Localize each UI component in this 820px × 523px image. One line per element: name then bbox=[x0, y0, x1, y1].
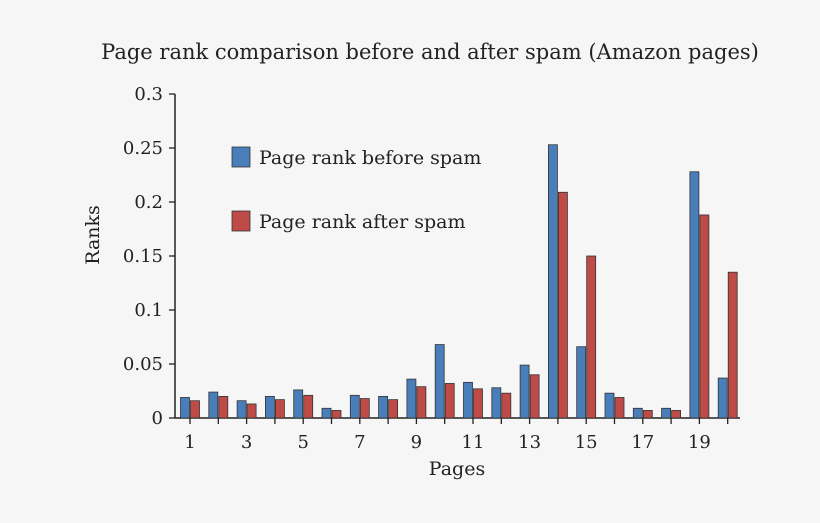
bar-before-spam bbox=[717, 377, 728, 419]
bar-after-spam bbox=[416, 386, 427, 419]
x-tick-label: 15 bbox=[575, 432, 598, 453]
bar-before-spam bbox=[548, 144, 558, 419]
x-tick-label: 1 bbox=[184, 432, 195, 453]
bar-after-spam bbox=[246, 403, 257, 419]
y-tick-label: 0.15 bbox=[123, 246, 163, 267]
bar-after-spam bbox=[331, 410, 342, 419]
bar-before-spam bbox=[293, 389, 304, 419]
bar-after-spam bbox=[529, 374, 540, 419]
bar-before-spam bbox=[349, 394, 360, 419]
bar-after-spam bbox=[614, 397, 625, 419]
x-tick-label: 7 bbox=[354, 432, 365, 453]
y-tick-label: 0.1 bbox=[134, 300, 163, 321]
bar-before-spam bbox=[519, 364, 530, 419]
bar-after-spam bbox=[444, 383, 455, 419]
bar-after-spam bbox=[699, 214, 710, 419]
bar-after-spam bbox=[190, 400, 200, 419]
bar-after-spam bbox=[642, 410, 653, 419]
x-tick-label: 3 bbox=[241, 432, 252, 453]
x-tick-label: 9 bbox=[411, 432, 422, 453]
bar-before-spam bbox=[632, 407, 643, 419]
bar-after-spam bbox=[359, 398, 370, 419]
x-axis-title: Pages bbox=[429, 458, 485, 480]
bar-before-spam bbox=[264, 395, 275, 419]
bar-after-spam bbox=[218, 395, 229, 419]
legend-label: Page rank before spam bbox=[259, 147, 481, 169]
x-tick-label: 13 bbox=[518, 432, 541, 453]
y-tick-label: 0.3 bbox=[134, 84, 163, 105]
x-tick-label: 19 bbox=[688, 432, 711, 453]
legend-label: Page rank after spam bbox=[259, 211, 466, 233]
x-tick-label: 5 bbox=[297, 432, 308, 453]
bar-after-spam bbox=[501, 392, 512, 419]
bar-before-spam bbox=[434, 344, 445, 419]
bar-after-spam bbox=[473, 388, 483, 419]
bar-after-spam bbox=[388, 399, 399, 419]
legend-swatch bbox=[231, 210, 251, 232]
bar-after-spam bbox=[671, 410, 681, 419]
y-tick-label: 0.05 bbox=[123, 354, 163, 375]
y-axis-title: Ranks bbox=[82, 205, 104, 265]
x-tick-label: 17 bbox=[631, 432, 654, 453]
bar-after-spam bbox=[586, 255, 597, 419]
bar-after-spam bbox=[303, 394, 314, 419]
bar-after-spam bbox=[558, 191, 568, 419]
bar-before-spam bbox=[378, 395, 389, 419]
bar-before-spam bbox=[604, 392, 615, 419]
bar-before-spam bbox=[576, 346, 587, 419]
bar-before-spam bbox=[321, 407, 332, 419]
legend-swatch bbox=[231, 146, 251, 168]
bar-after-spam bbox=[727, 271, 738, 419]
bar-before-spam bbox=[491, 387, 502, 419]
bar-before-spam bbox=[236, 400, 247, 419]
bar-before-spam bbox=[463, 381, 473, 419]
x-tick-label: 11 bbox=[462, 432, 485, 453]
bar-before-spam bbox=[661, 407, 671, 419]
bar-after-spam bbox=[274, 399, 285, 419]
y-tick-label: 0.2 bbox=[134, 192, 163, 213]
chart-title: Page rank comparison before and after sp… bbox=[101, 40, 759, 64]
bar-before-spam bbox=[180, 397, 190, 419]
bar-before-spam bbox=[208, 391, 219, 419]
y-tick-label: 0 bbox=[152, 408, 163, 429]
bar-before-spam bbox=[689, 171, 700, 419]
bar-before-spam bbox=[406, 378, 417, 419]
y-tick-label: 0.25 bbox=[123, 138, 163, 159]
